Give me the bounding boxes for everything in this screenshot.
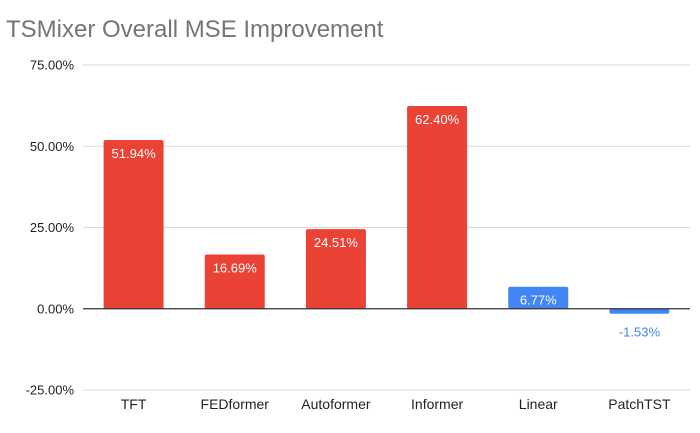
x-category-label: FEDformer: [201, 396, 270, 412]
bar-tft: [103, 139, 164, 309]
bar-linear: [508, 286, 569, 309]
data-label: -1.53%: [619, 325, 661, 340]
gridlines: [83, 64, 690, 391]
data-labels: 51.94% 16.69% 24.51% 62.40% 6.77% -1.53%: [112, 112, 661, 340]
y-tick-label: 25.00%: [30, 220, 75, 235]
data-label: 51.94%: [112, 146, 157, 161]
y-tick-label: 50.00%: [30, 139, 75, 154]
data-label: 24.51%: [314, 235, 359, 250]
x-category-label: Autoformer: [301, 396, 371, 412]
y-tick-label: 75.00%: [30, 58, 75, 73]
x-category-label: Informer: [411, 396, 463, 412]
y-tick-label: -25.00%: [26, 383, 75, 398]
x-category-label: Linear: [519, 396, 558, 412]
bar-fedformer: [204, 254, 265, 309]
y-tick-label: 0.00%: [37, 301, 74, 316]
data-label: 6.77%: [520, 293, 557, 308]
chart-title: TSMixer Overall MSE Improvement: [6, 16, 384, 43]
data-label: 16.69%: [213, 261, 258, 276]
bar-patchtst: [609, 308, 670, 314]
bar-informer: [407, 105, 468, 309]
data-label: 62.40%: [415, 112, 460, 127]
y-axis-ticks: 75.00% 50.00% 25.00% 0.00% -25.00%: [26, 58, 75, 398]
bars: [103, 105, 670, 314]
bar-autoformer: [305, 229, 366, 309]
x-axis-categories: TFT FEDformer Autoformer Informer Linear Patc…: [121, 396, 671, 412]
x-category-label: PatchTST: [608, 396, 671, 412]
x-category-label: TFT: [121, 396, 147, 412]
